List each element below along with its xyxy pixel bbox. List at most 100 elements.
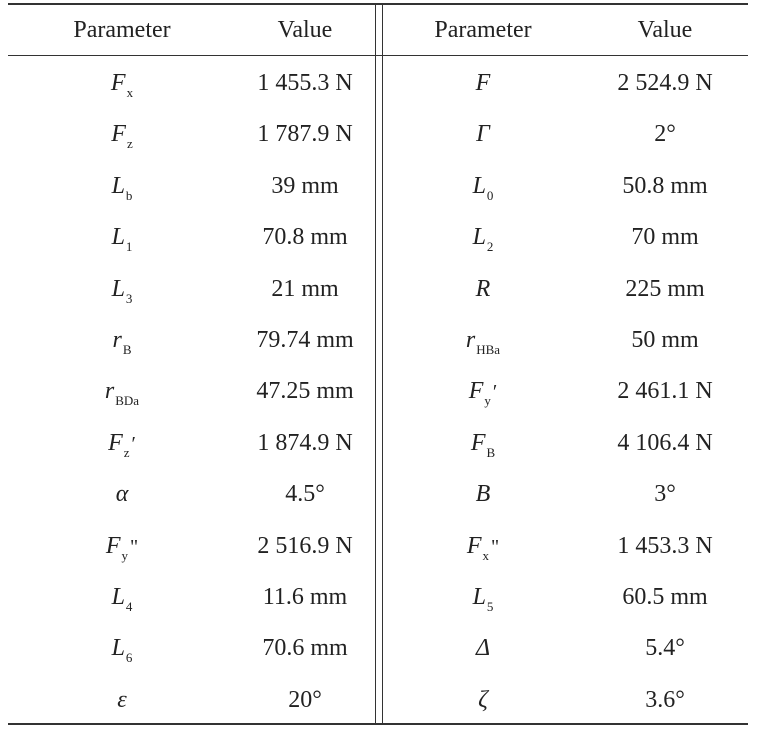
value-cell: 3.6° [645, 686, 685, 713]
subscript: BDa [115, 393, 140, 409]
subscript: y [121, 547, 129, 563]
column-divider [382, 4, 383, 724]
symbol: F [468, 378, 484, 405]
value-cell: 70 mm [631, 224, 699, 251]
value-cell: 70.8 mm [262, 224, 348, 251]
header-cell: Value [277, 17, 333, 43]
value-cell: 79.74 mm [256, 327, 354, 353]
subscript: y [484, 393, 491, 409]
value-cell: 60.5 mm [622, 584, 708, 610]
prime: ′ [131, 432, 136, 455]
symbol: ε [117, 686, 127, 713]
parameter-cell: Fz [22, 114, 222, 154]
parameter-cell: Γ [383, 114, 583, 154]
value-cell: 21 mm [271, 275, 339, 302]
parameter-cell: ε [22, 680, 222, 720]
prime: ′ [492, 381, 498, 404]
value-cell: 50 mm [631, 327, 699, 353]
parameter-cell: R [383, 269, 583, 309]
parameter-cell: Fy ′ [383, 371, 583, 411]
symbol: L [111, 275, 125, 302]
symbol: L [111, 635, 125, 662]
parameter-cell: ζ [383, 680, 583, 720]
parameter-cell: Lb [22, 166, 222, 206]
header-cell: Parameter [73, 17, 171, 43]
subscript: 1 [125, 239, 133, 255]
value-cell: 1 874.9 N [257, 429, 353, 456]
symbol: Δ [475, 635, 491, 662]
parameter-cell: α [22, 474, 222, 514]
parameter-cell: L0 [383, 166, 583, 206]
subscript: 4 [125, 599, 133, 614]
value-cell: 3° [654, 481, 676, 508]
header-cell: Parameter [434, 17, 532, 43]
symbol: L [472, 172, 486, 199]
subscript: z [123, 444, 130, 460]
symbol: r [112, 327, 122, 353]
symbol: F [470, 429, 486, 456]
symbol: L [472, 224, 486, 251]
subscript: x [482, 547, 490, 563]
symbol: ζ [478, 686, 488, 713]
symbol: F [110, 70, 126, 96]
symbol: B [475, 481, 491, 508]
parameter-cell: FB [383, 423, 583, 463]
parameter-cell: Fy " [22, 526, 222, 566]
header-cell: Value [637, 17, 693, 43]
value-cell: 50.8 mm [622, 172, 708, 199]
symbol: F [108, 429, 123, 456]
prime: " [130, 535, 139, 558]
symbol: F [105, 532, 121, 559]
top-rule [8, 3, 748, 5]
value-cell: 39 mm [271, 172, 339, 199]
value-cell: 11.6 mm [262, 584, 348, 610]
value-cell: 1 455.3 N [257, 70, 353, 96]
column-divider [375, 4, 376, 724]
value-cell: 1 787.9 N [257, 121, 353, 148]
subscript: B [486, 444, 496, 460]
subscript: 0 [486, 187, 494, 203]
value-cell: 2 516.9 N [257, 532, 353, 559]
prime: " [491, 535, 500, 558]
symbol: L [472, 584, 486, 610]
symbol: L [111, 584, 125, 610]
value-cell: 2 524.9 N [617, 70, 713, 96]
symbol: r [465, 327, 476, 353]
parameter-cell: L1 [22, 217, 222, 257]
subscript: 5 [486, 599, 494, 614]
parameter-cell: L6 [22, 628, 222, 668]
subscript: HBa [476, 342, 501, 357]
subscript: B [122, 342, 132, 357]
value-cell: 2 461.1 N [617, 378, 713, 405]
parameter-cell: rB [22, 320, 222, 360]
subscript: b [125, 187, 133, 203]
value-cell: 1 453.3 N [617, 532, 713, 559]
bottom-rule [8, 723, 748, 725]
value-cell: 5.4° [645, 635, 685, 662]
value-cell: 4 106.4 N [617, 429, 713, 456]
subscript: 6 [125, 650, 133, 666]
subscript: x [126, 85, 134, 100]
parameter-cell: rBDa [22, 371, 222, 411]
symbol: F [466, 532, 482, 559]
value-cell: 4.5° [285, 481, 325, 508]
parameter-cell: B [383, 474, 583, 514]
parameter-cell: L3 [22, 269, 222, 309]
value-cell: 70.6 mm [262, 635, 348, 662]
parameter-cell: L5 [383, 577, 583, 617]
value-cell: 2° [654, 121, 676, 148]
parameter-cell: Δ [383, 628, 583, 668]
symbol: F [111, 121, 126, 148]
symbol: Γ [476, 121, 490, 148]
symbol: F [475, 70, 491, 96]
value-cell: 20° [288, 686, 322, 713]
parameter-cell: Fz ′ [22, 423, 222, 463]
header-rule [8, 55, 748, 56]
parameter-cell: L2 [383, 217, 583, 257]
symbol: L [111, 224, 125, 251]
parameter-cell: L4 [22, 577, 222, 617]
symbol: R [475, 275, 491, 302]
value-cell: 47.25 mm [256, 378, 354, 405]
symbol: r [104, 378, 115, 405]
